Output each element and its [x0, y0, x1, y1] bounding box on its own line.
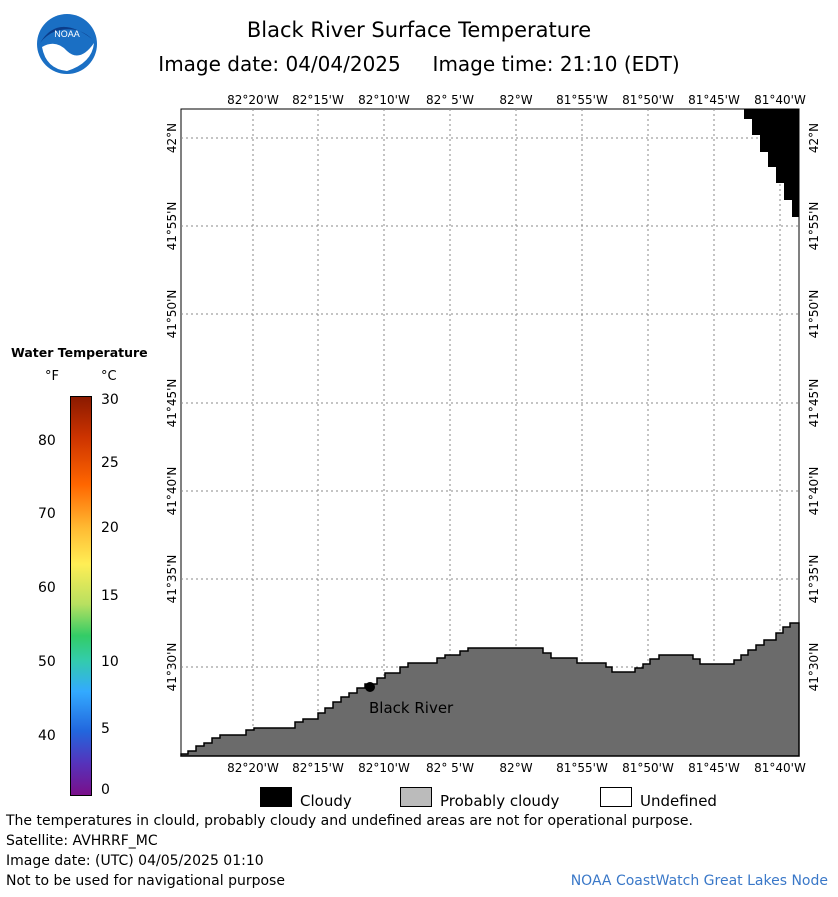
latitude-labels-right: 42°N 41°55'N 41°50'N 41°45'N 41°40'N 41°35'N 4…: [807, 123, 821, 692]
legend-title: Water Temperature: [11, 345, 148, 360]
black-river-marker: [365, 682, 375, 692]
longitude-labels-top: 82°20'W 82°15'W 82°10'W 82° 5'W 82°W 81°55'W 8…: [227, 93, 806, 107]
noaa-logo: NOAA: [37, 14, 97, 74]
longitude-label-top: 81°40'W: [754, 93, 806, 107]
latitude-label-left: 41°35'N: [165, 555, 179, 604]
longitude-label-top: 82° 5'W: [426, 93, 474, 107]
celsius-tick-label: 25: [101, 455, 119, 471]
fahrenheit-tick-label: 40: [38, 728, 56, 744]
unit-celsius: °C: [101, 369, 117, 384]
celsius-tick-label: 0: [101, 782, 110, 798]
fahrenheit-tick-label: 50: [38, 654, 56, 670]
longitude-label-bottom: 82° 5'W: [426, 761, 474, 775]
latitude-label-right: 41°55'N: [807, 202, 821, 251]
cloudy-swatch: [260, 787, 292, 807]
longitude-label-bottom: 81°50'W: [622, 761, 674, 775]
latitude-label-left: 41°55'N: [165, 202, 179, 251]
probably-cloudy-label: Probably cloudy: [440, 792, 560, 810]
cloudy-area: [744, 109, 799, 217]
longitude-label-top: 82°20'W: [227, 93, 279, 107]
latitude-label-right: 41°30'N: [807, 643, 821, 692]
celsius-tick-label: 15: [101, 588, 119, 604]
longitude-label-bottom: 81°40'W: [754, 761, 806, 775]
longitude-label-bottom: 82°20'W: [227, 761, 279, 775]
black-river-label: Black River: [369, 699, 454, 717]
cloudy-label: Cloudy: [300, 792, 352, 810]
longitude-label-bottom: 82°W: [499, 761, 532, 775]
undefined-swatch: [600, 787, 632, 807]
utc-date-text: Image date: (UTC) 04/05/2025 01:10: [6, 853, 264, 869]
latitude-labels-left: 42°N 41°55'N 41°50'N 41°45'N 41°40'N 41°35'N 4…: [165, 123, 179, 692]
latitude-label-left: 41°50'N: [165, 290, 179, 339]
land-area: [180, 622, 800, 757]
latitude-label-left: 41°45'N: [165, 379, 179, 428]
noaa-logo-text: NOAA: [54, 29, 80, 39]
disclaimer-text: The temperatures in clould, probably clo…: [6, 813, 693, 829]
longitude-label-top: 82°W: [499, 93, 532, 107]
latitude-label-left: 42°N: [165, 123, 179, 153]
celsius-tick-label: 5: [101, 721, 110, 737]
latitude-label-right: 42°N: [807, 123, 821, 153]
longitude-label-bottom: 81°45'W: [688, 761, 740, 775]
temperature-colorbar: [70, 396, 92, 796]
longitude-label-bottom: 82°15'W: [292, 761, 344, 775]
image-datetime: Image date: 04/04/2025 Image time: 21:10…: [158, 52, 680, 76]
latitude-label-right: 41°40'N: [807, 467, 821, 516]
satellite-text: Satellite: AVHRRF_MC: [6, 833, 158, 849]
celsius-tick-label: 20: [101, 520, 119, 536]
celsius-tick-label: 30: [101, 392, 119, 408]
longitude-label-top: 81°55'W: [556, 93, 608, 107]
longitude-labels-bottom: 82°20'W 82°15'W 82°10'W 82° 5'W 82°W 81°55'W 8…: [227, 761, 806, 775]
unit-fahrenheit: °F: [45, 369, 59, 384]
page-title: Black River Surface Temperature: [246, 18, 592, 42]
fahrenheit-tick-label: 70: [38, 506, 56, 522]
latitude-label-right: 41°35'N: [807, 555, 821, 604]
latitude-label-left: 41°40'N: [165, 467, 179, 516]
probably-cloudy-swatch: [400, 787, 432, 807]
longitude-label-top: 81°45'W: [688, 93, 740, 107]
longitude-label-top: 82°10'W: [358, 93, 410, 107]
fahrenheit-tick-label: 60: [38, 580, 56, 596]
fahrenheit-tick-label: 80: [38, 433, 56, 449]
latitude-label-left: 41°30'N: [165, 643, 179, 692]
undefined-label: Undefined: [640, 792, 717, 810]
latitude-label-right: 41°45'N: [807, 379, 821, 428]
noaa-wave-icon: [42, 43, 94, 71]
longitude-label-bottom: 81°55'W: [556, 761, 608, 775]
longitude-label-top: 82°15'W: [292, 93, 344, 107]
credit-text: NOAA CoastWatch Great Lakes Node: [570, 873, 828, 889]
longitude-label-bottom: 82°10'W: [358, 761, 410, 775]
latitude-label-right: 41°50'N: [807, 290, 821, 339]
longitude-label-top: 81°50'W: [622, 93, 674, 107]
celsius-tick-label: 10: [101, 654, 119, 670]
navigation-warning: Not to be used for navigational purpose: [6, 873, 285, 889]
